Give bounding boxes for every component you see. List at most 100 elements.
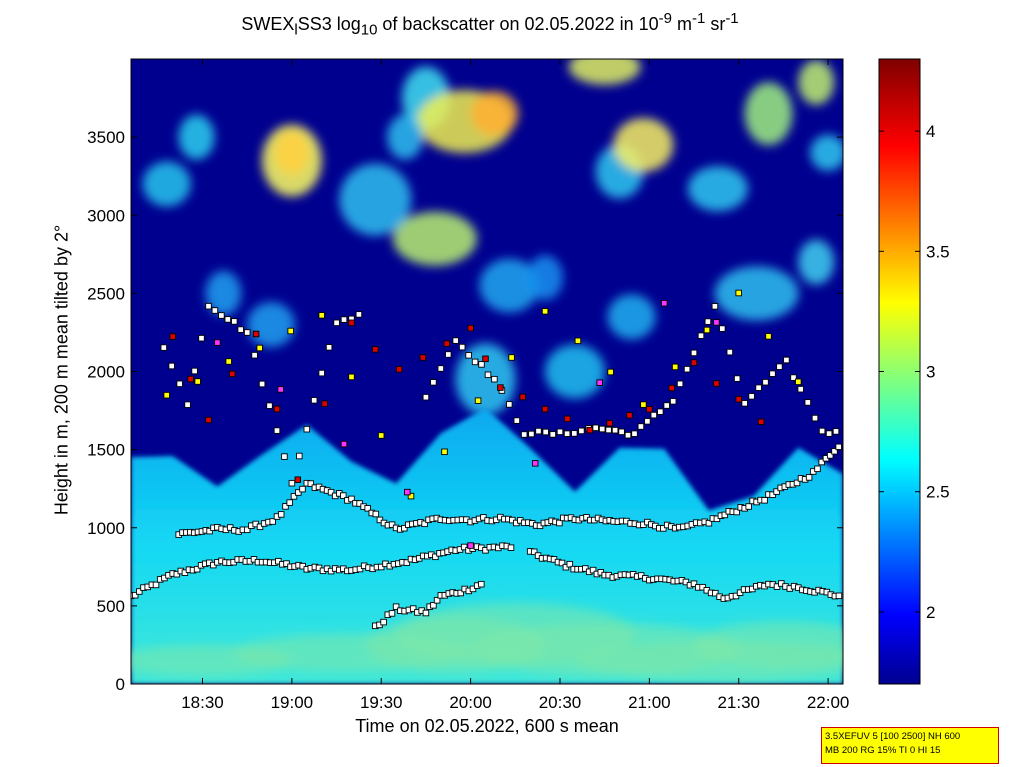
detection-marker bbox=[578, 427, 585, 435]
detection-marker bbox=[733, 375, 741, 382]
detection-marker bbox=[804, 399, 812, 406]
detection-marker bbox=[607, 368, 614, 376]
detection-marker bbox=[835, 443, 842, 451]
colorbar-tick-label: 3 bbox=[926, 363, 935, 382]
cloud-patch bbox=[613, 117, 674, 172]
detection-marker bbox=[327, 488, 335, 496]
detection-marker bbox=[160, 344, 168, 351]
title-subscript: 10 bbox=[360, 21, 378, 39]
title-subscript: l bbox=[294, 21, 298, 39]
detection-marker bbox=[205, 302, 212, 310]
detection-marker bbox=[191, 367, 198, 375]
x-axis-label: Time on 02.05.2022, 600 s mean bbox=[355, 716, 619, 736]
title-text: of backscatter on 02.05.2022 in 10 bbox=[377, 14, 659, 34]
detection-marker bbox=[169, 333, 176, 340]
cloud-patch bbox=[527, 255, 564, 301]
aerosol-patch bbox=[131, 644, 293, 677]
detection-marker bbox=[713, 380, 720, 387]
detection-marker bbox=[589, 566, 597, 574]
detection-marker bbox=[307, 480, 315, 487]
detection-marker bbox=[713, 319, 720, 326]
colorbar bbox=[879, 59, 920, 684]
detection-marker bbox=[531, 460, 539, 467]
title-text: sr bbox=[705, 14, 726, 34]
detection-marker bbox=[286, 499, 293, 506]
detection-marker bbox=[258, 380, 266, 388]
detection-marker bbox=[606, 419, 613, 427]
detection-marker bbox=[211, 307, 219, 314]
detection-marker bbox=[825, 430, 833, 437]
x-tick-label: 19:00 bbox=[271, 693, 314, 712]
detection-marker bbox=[690, 359, 698, 366]
detection-marker bbox=[395, 366, 403, 373]
detection-marker bbox=[721, 511, 729, 519]
detection-marker bbox=[541, 405, 549, 413]
detection-marker bbox=[644, 418, 651, 425]
x-tick-label: 21:00 bbox=[628, 693, 671, 712]
detection-marker bbox=[757, 418, 765, 426]
detection-marker bbox=[660, 525, 667, 532]
detection-marker bbox=[741, 400, 748, 407]
cloud-patch bbox=[798, 239, 835, 285]
detection-marker bbox=[168, 362, 175, 370]
detection-marker bbox=[218, 312, 225, 319]
detection-marker bbox=[282, 503, 289, 510]
detection-marker bbox=[294, 476, 302, 483]
cloud-patch bbox=[798, 59, 835, 105]
y-axis: 0 500 1000 1500 2000 2500 3000 3500 bbox=[87, 128, 843, 694]
detection-marker bbox=[299, 485, 306, 493]
detection-marker bbox=[430, 379, 437, 386]
detection-marker bbox=[814, 465, 821, 473]
detection-marker bbox=[592, 424, 599, 432]
cloud-patch bbox=[339, 163, 412, 236]
detection-marker bbox=[535, 427, 542, 435]
x-tick-label: 21:30 bbox=[717, 693, 760, 712]
title-text: SWEX bbox=[241, 14, 295, 34]
detection-marker bbox=[437, 365, 445, 372]
detection-marker bbox=[401, 524, 408, 532]
detection-marker bbox=[380, 618, 387, 626]
x-tick-label: 20:30 bbox=[539, 693, 582, 712]
detection-marker bbox=[650, 411, 658, 419]
detection-marker bbox=[474, 397, 482, 404]
detection-marker bbox=[273, 427, 281, 434]
detection-marker bbox=[776, 363, 783, 370]
cloud-patch bbox=[568, 59, 641, 85]
aerosol-patch bbox=[693, 621, 843, 669]
detection-marker bbox=[726, 348, 734, 356]
detection-marker bbox=[690, 349, 698, 357]
detection-marker bbox=[624, 431, 632, 439]
title-text: m bbox=[671, 14, 692, 34]
detection-marker bbox=[403, 559, 411, 566]
detection-marker bbox=[646, 406, 653, 413]
cloud-patch bbox=[687, 166, 748, 212]
detection-marker bbox=[745, 503, 752, 510]
detection-marker bbox=[340, 492, 347, 499]
y-tick-label: 1000 bbox=[87, 519, 125, 538]
detection-marker bbox=[563, 430, 571, 437]
detection-marker bbox=[458, 343, 466, 351]
detection-marker bbox=[705, 519, 713, 527]
chart-title: SWEXlSS3 log10 of backscatter on 02.05.2… bbox=[120, 10, 860, 39]
detection-marker bbox=[508, 354, 515, 361]
processing-info-box: 3.5XEFUV 5 [100 2500] NH 600 MB 200 RG 1… bbox=[821, 727, 999, 764]
detection-marker bbox=[637, 423, 645, 430]
detection-marker bbox=[318, 369, 325, 377]
aerosol-layer bbox=[131, 602, 843, 681]
detection-marker bbox=[467, 542, 474, 549]
detection-marker bbox=[184, 401, 191, 408]
colorbar-tick-label: 2 bbox=[926, 603, 935, 622]
x-tick-label: 22:00 bbox=[807, 693, 850, 712]
detection-marker bbox=[287, 327, 294, 335]
detection-marker bbox=[542, 428, 549, 436]
cloud-patch bbox=[247, 302, 296, 348]
detection-marker bbox=[571, 430, 578, 437]
detection-marker bbox=[762, 378, 769, 386]
detection-marker bbox=[663, 402, 670, 409]
detection-marker bbox=[409, 605, 417, 612]
cloud-patch bbox=[205, 270, 242, 316]
cloud-patch bbox=[142, 161, 191, 207]
detection-marker bbox=[325, 344, 333, 351]
